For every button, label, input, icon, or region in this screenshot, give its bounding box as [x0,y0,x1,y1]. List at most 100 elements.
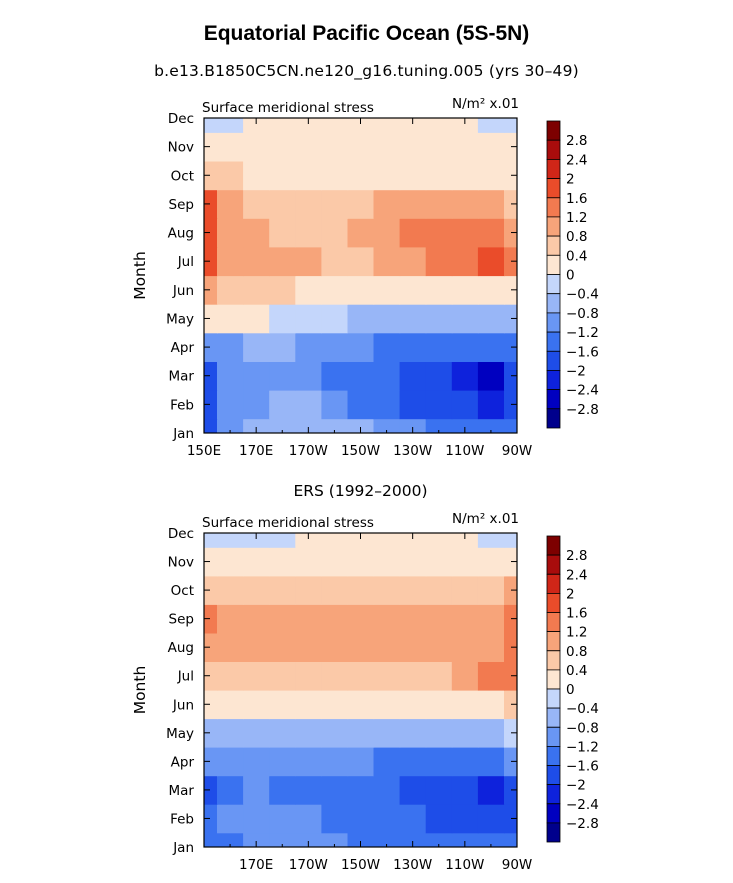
data-cell [243,118,270,133]
panel-title: Surface meridional stress [202,515,374,531]
data-cell [295,604,322,634]
data-cell [477,804,505,834]
y-tick-label: Mar [169,783,195,799]
colorbar-box [546,139,561,160]
data-cell [373,775,401,805]
data-cell [347,804,375,834]
data-cell [451,332,479,362]
data-cell [217,246,244,277]
y-tick-label: Nov [168,140,194,156]
data-cell [321,632,349,662]
data-cell [399,275,427,305]
data-cell [477,332,505,362]
data-cell [504,161,517,191]
data-cell [451,575,479,605]
data-cell [451,747,479,777]
data-cell [504,390,517,420]
colorbar-box [546,197,561,218]
data-cell [204,390,218,420]
data-cell [451,804,479,834]
colorbar-label: −1.2 [566,325,599,341]
data-cell [243,275,270,305]
data-cell [477,218,505,248]
data-cell [373,747,401,777]
data-cell [243,604,270,634]
colorbar-box [546,369,561,390]
data-cell [269,604,296,634]
data-cell [504,661,517,691]
data-cell [504,332,517,362]
data-cell [504,418,517,433]
data-cell [321,718,349,748]
y-tick-label: Oct [171,168,194,184]
data-cell [399,304,427,334]
data-cell [295,361,322,391]
y-tick-label: Jul [177,254,194,270]
contour-field [204,118,517,433]
panel-obs: Jan Feb Mar Apr May Jun Jul Aug Sep Oct Nov Dec 170E… [131,482,599,873]
colorbar-box [546,593,561,613]
data-cell [295,747,322,777]
y-axis-title: Month [131,666,149,715]
y-tick-label: Sep [169,197,194,213]
data-cell [477,132,505,162]
colorbar-box [546,158,561,179]
data-cell [399,246,427,277]
data-cell [477,832,505,847]
data-cell [425,332,453,362]
colorbar-box [546,612,561,633]
data-cell [399,418,427,433]
data-cell [477,661,505,691]
data-cell [347,604,375,634]
data-cell [217,304,244,334]
colorbar-label: −1.6 [566,344,599,360]
y-tick-label: Jun [172,283,194,299]
data-cell [204,132,218,162]
data-cell [504,533,517,548]
y-tick-label: Apr [171,754,195,770]
colorbar-label: 0.4 [566,663,587,679]
data-cell [373,418,401,433]
data-cell [321,575,349,605]
data-cell [504,132,517,162]
data-cell [321,418,349,433]
data-cell [373,632,401,662]
data-cell [451,246,479,277]
x-tick-label: 110W [445,443,484,459]
data-cell [321,547,349,577]
colorbar-box [546,120,561,141]
data-cell [217,533,244,548]
data-cell [451,390,479,420]
data-cell [269,246,296,277]
colorbar-label: 1.6 [566,191,587,207]
data-cell [347,718,375,748]
data-cell [451,604,479,634]
data-cell [477,304,505,334]
data-cell [269,132,296,162]
data-cell [504,832,517,847]
data-cell [217,547,244,577]
data-cell [477,718,505,748]
y-tick-label: Jan [172,426,194,442]
data-cell [399,661,427,691]
data-cell [451,189,479,219]
data-cell [321,218,349,248]
colorbar-box [546,803,561,824]
colorbar-box [546,535,561,556]
data-cell [347,304,375,334]
colorbar-label: −2.4 [566,797,599,813]
data-cell [425,747,453,777]
data-cell [425,246,453,277]
data-cell [373,132,401,162]
data-cell [269,361,296,391]
data-cell [217,390,244,420]
case-subtitle: b.e13.B1850C5CN.ne120_g16.tuning.005 (yr… [154,62,579,80]
data-cell [425,390,453,420]
data-cell [269,547,296,577]
data-cell [269,661,296,691]
data-cell [399,218,427,248]
data-cell [373,390,401,420]
data-cell [204,533,218,548]
data-cell [243,718,270,748]
colorbar-box [546,235,561,256]
